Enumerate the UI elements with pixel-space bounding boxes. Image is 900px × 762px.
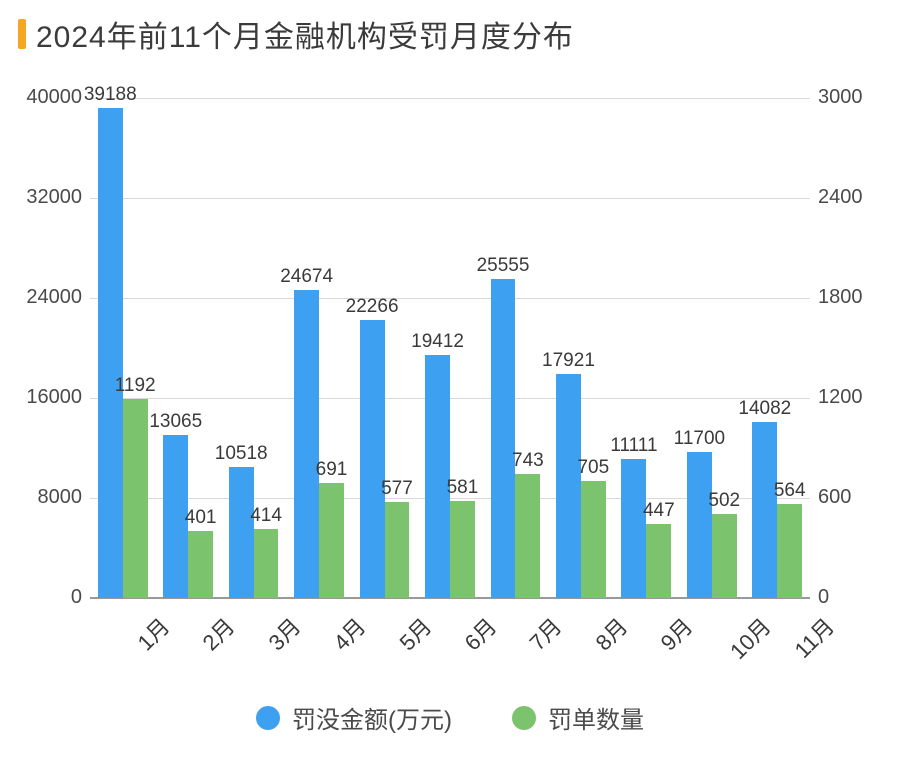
- bar-amount-label: 10518: [215, 443, 268, 465]
- bar-count-label: 705: [577, 457, 609, 479]
- bar-count: [254, 529, 279, 598]
- bar-count: [581, 481, 606, 599]
- bar-amount-label: 24674: [280, 266, 333, 288]
- xtick-label: 10月: [721, 610, 776, 665]
- bar-count-label: 414: [250, 505, 282, 527]
- xtick-label: 8月: [587, 610, 634, 657]
- bar-amount-label: 13065: [149, 411, 202, 433]
- legend-dot-icon: [512, 706, 536, 730]
- legend-dot-icon: [256, 706, 280, 730]
- ytick-left: 40000: [26, 86, 82, 109]
- ytick-right: 1800: [818, 286, 863, 309]
- bar-count: [385, 502, 410, 598]
- ytick-left: 0: [71, 586, 82, 609]
- legend-label: 罚单数量: [548, 700, 644, 735]
- bar-amount-label: 14082: [738, 398, 791, 420]
- xtick-label: 5月: [391, 610, 438, 657]
- bar-count-label: 743: [512, 450, 544, 472]
- legend-item: 罚没金额(万元): [256, 700, 452, 735]
- bar-amount: [229, 467, 254, 598]
- xtick-label: 11月: [786, 610, 840, 664]
- ytick-right: 3000: [818, 86, 863, 109]
- gridline: [90, 298, 810, 299]
- bar-amount: [752, 422, 777, 598]
- bar-count: [450, 501, 475, 598]
- title-accent-bar: [18, 19, 26, 49]
- bar-count-label: 691: [316, 459, 348, 481]
- bar-amount: [556, 374, 581, 598]
- ytick-left: 8000: [38, 486, 83, 509]
- ytick-left: 32000: [26, 186, 82, 209]
- bar-amount: [621, 459, 646, 598]
- bar-count: [646, 524, 671, 599]
- bar-count: [515, 474, 540, 598]
- xtick-label: 2月: [194, 610, 241, 657]
- xtick-label: 1月: [129, 610, 176, 657]
- ytick-right: 600: [818, 486, 851, 509]
- bar-amount-label: 25555: [477, 255, 530, 277]
- bar-amount-label: 11111: [610, 435, 657, 457]
- ytick-right: 0: [818, 586, 829, 609]
- ytick-left: 16000: [26, 386, 82, 409]
- bar-count-label: 577: [381, 478, 413, 500]
- xtick-label: 6月: [456, 610, 503, 657]
- chart-container: 2024年前11个月金融机构受罚月度分布 0800016000240003200…: [0, 0, 900, 762]
- gridline: [90, 198, 810, 199]
- bar-count-label: 502: [708, 490, 740, 512]
- xtick-label: 7月: [521, 610, 568, 657]
- ytick-left: 24000: [26, 286, 82, 309]
- bar-amount-label: 39188: [84, 84, 137, 106]
- bar-count-label: 1192: [115, 375, 156, 397]
- bar-count: [319, 483, 344, 598]
- bar-amount: [360, 320, 385, 598]
- bar-amount-label: 11700: [674, 428, 725, 450]
- chart-legend: 罚没金额(万元) 罚单数量: [0, 700, 900, 735]
- ytick-right: 2400: [818, 186, 863, 209]
- bar-count: [712, 514, 737, 598]
- xtick-label: 3月: [260, 610, 307, 657]
- legend-label: 罚没金额(万元): [292, 700, 452, 735]
- bar-amount: [491, 279, 516, 598]
- bar-amount: [294, 290, 319, 598]
- gridline: [90, 398, 810, 399]
- bar-count-label: 581: [447, 477, 479, 499]
- bar-count: [188, 531, 213, 598]
- bar-amount-label: 19412: [411, 331, 464, 353]
- gridline: [90, 98, 810, 99]
- chart-plot-area: 0800016000240003200040000060012001800240…: [90, 98, 810, 598]
- bar-count: [123, 399, 148, 598]
- bar-count: [777, 504, 802, 598]
- bar-count-label: 564: [774, 480, 806, 502]
- bar-amount-label: 22266: [346, 296, 399, 318]
- bar-count-label: 401: [185, 507, 217, 529]
- bar-amount: [687, 452, 712, 598]
- bar-amount: [98, 108, 123, 598]
- xtick-label: 4月: [325, 610, 372, 657]
- bar-count-label: 447: [643, 500, 675, 522]
- bar-amount-label: 17921: [542, 350, 595, 372]
- ytick-right: 1200: [818, 386, 863, 409]
- xtick-label: 9月: [652, 610, 699, 657]
- chart-title: 2024年前11个月金融机构受罚月度分布: [36, 12, 574, 56]
- title-row: 2024年前11个月金融机构受罚月度分布: [18, 12, 574, 56]
- legend-item: 罚单数量: [512, 700, 644, 735]
